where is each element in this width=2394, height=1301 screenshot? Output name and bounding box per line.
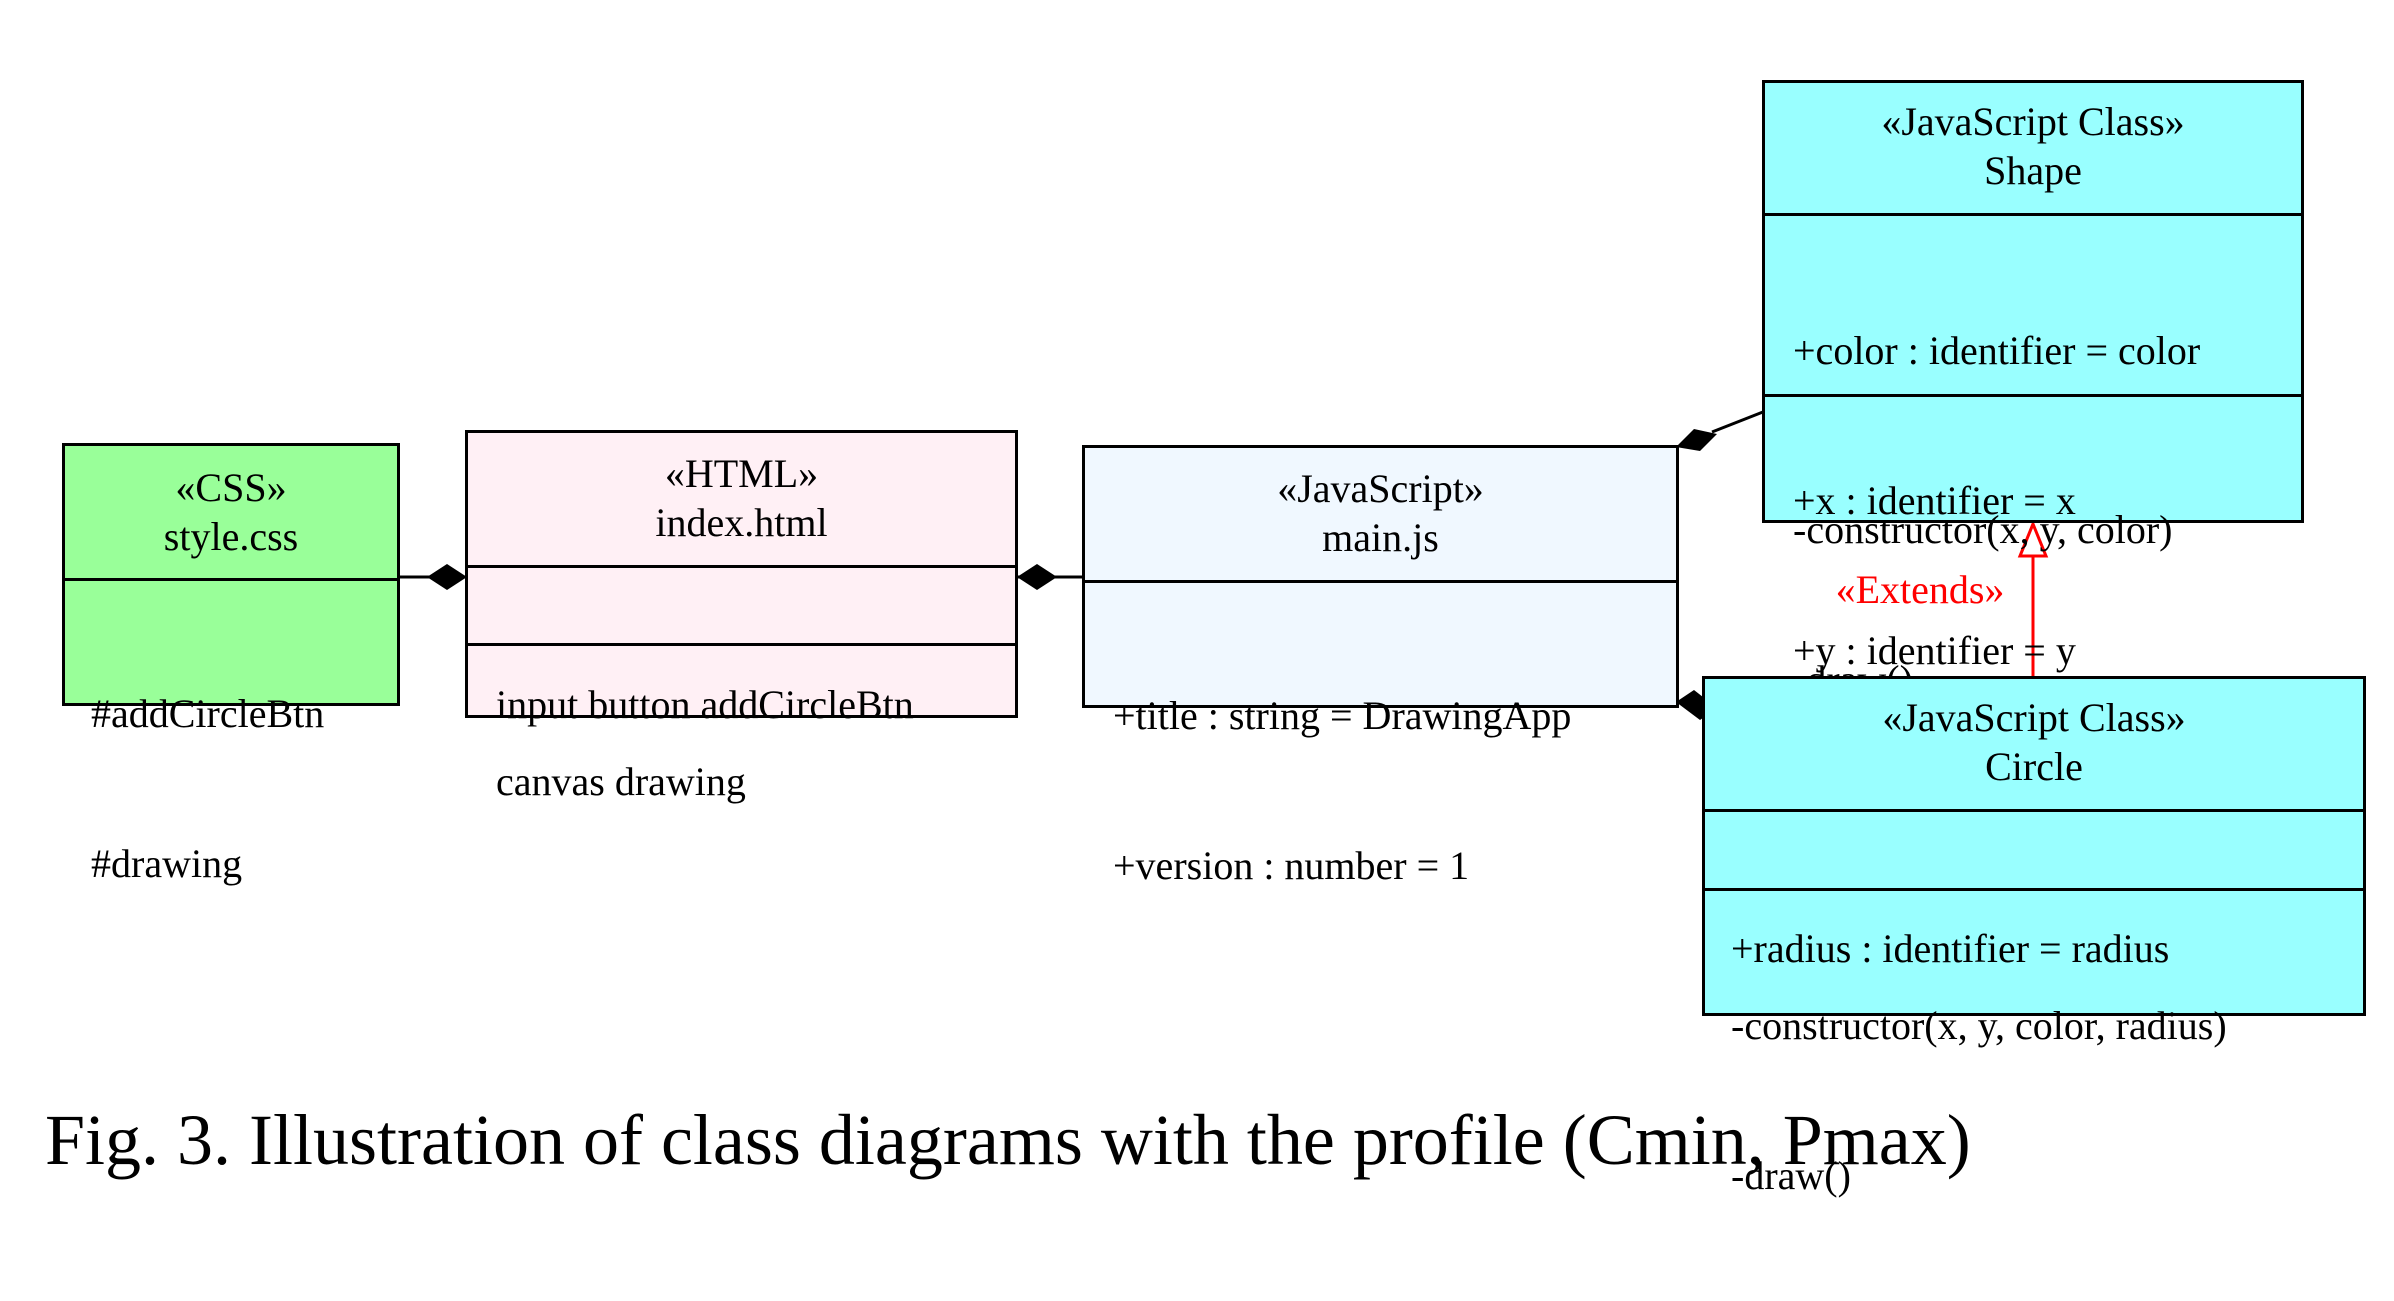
js-node-header: «JavaScript» main.js: [1085, 448, 1676, 580]
circle-class-node: «JavaScript Class» Circle +radius : iden…: [1702, 676, 2366, 1198]
shape-attributes: +color : identifier = color +x : identif…: [1765, 213, 2301, 673]
html-js-composition-diamond: [1017, 564, 1057, 590]
js-attributes: +title : string = DrawingApp +version : …: [1085, 580, 1676, 991]
circle-methods: -constructor(x, y, color, radius) -draw(…: [1705, 888, 2363, 1301]
shape-attribute: +x : identifier = x: [1793, 478, 2076, 523]
css-name: style.css: [163, 514, 299, 559]
circle-node-header: «JavaScript Class» Circle: [1705, 679, 2363, 809]
shape-node-header: «JavaScript Class» Shape: [1765, 83, 2301, 213]
figure-number: Fig. 3.: [45, 1100, 232, 1180]
connectors-layer: «Extends»: [397, 408, 2049, 720]
css-attributes: #addCircleBtn #drawing: [65, 578, 397, 989]
html-section-text: input button addCircleBtn: [496, 682, 914, 727]
js-shape-composition-line-visible: [1711, 408, 1769, 434]
circle-stereotype: «JavaScript Class»: [1882, 695, 2186, 740]
css-node: «CSS» style.css #addCircleBtn #drawing: [62, 443, 400, 886]
js-attribute: +title : string = DrawingApp: [1113, 693, 1572, 738]
js-node: «JavaScript» main.js +title : string = D…: [1082, 445, 1679, 888]
circle-attribute: +radius : identifier = radius: [1731, 926, 2170, 971]
css-attribute: #addCircleBtn: [91, 691, 325, 736]
circle-name: Circle: [1985, 744, 2083, 789]
js-shape-composition-diamond: [1676, 429, 1717, 451]
circle-method: -draw(): [1731, 1153, 1851, 1198]
css-stereotype: «CSS»: [175, 465, 287, 510]
shape-attribute: +y : identifier = y: [1793, 628, 2076, 673]
shape-name: Shape: [1984, 148, 2082, 193]
html-section-text: canvas drawing: [496, 759, 746, 804]
extends-arrowhead: [2017, 520, 2049, 558]
html-stereotype: «HTML»: [664, 451, 819, 496]
css-node-header: «CSS» style.css: [65, 446, 397, 578]
js-attribute: +version : number = 1: [1113, 843, 1470, 888]
css-html-composition-diamond: [427, 564, 467, 590]
shape-attribute: +color : identifier = color: [1793, 328, 2201, 373]
js-name: main.js: [1322, 515, 1439, 560]
css-attribute: #drawing: [91, 841, 243, 886]
html-section-canvas: canvas drawing: [468, 643, 1015, 907]
circle-method: -constructor(x, y, color, radius): [1731, 1003, 2227, 1048]
figure-caption-text: Illustration of class diagrams with the …: [249, 1100, 1971, 1180]
html-node: «HTML» index.html input button addCircle…: [465, 430, 1018, 804]
shape-method: -constructor(x, y, color): [1793, 507, 2173, 552]
shape-class-node: «JavaScript Class» Shape +color : identi…: [1762, 80, 2304, 702]
html-section-input: input button addCircleBtn: [468, 565, 1015, 727]
figure-caption: Fig. 3. Illustration of class diagrams w…: [45, 1095, 1971, 1185]
circle-attributes: +radius : identifier = radius: [1705, 809, 2363, 971]
html-node-header: «HTML» index.html: [468, 433, 1015, 565]
html-name: index.html: [655, 500, 828, 545]
shape-stereotype: «JavaScript Class»: [1881, 99, 2185, 144]
extends-label: «Extends»: [1836, 567, 2005, 612]
js-stereotype: «JavaScript»: [1277, 466, 1484, 511]
